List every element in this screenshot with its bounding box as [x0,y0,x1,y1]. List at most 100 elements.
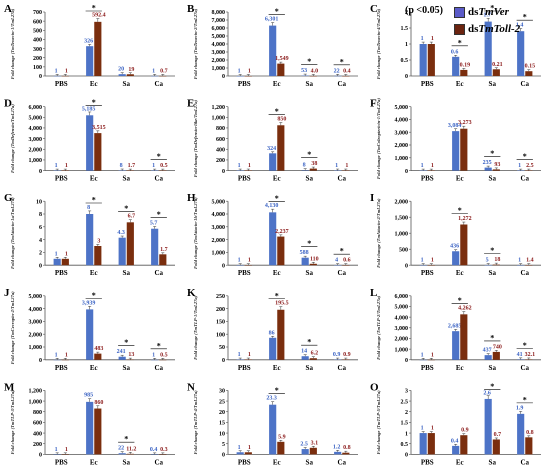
significance-star: * [458,296,462,305]
significance-star: * [523,152,527,161]
data-label: 588 [300,250,309,256]
data-label: 6.7 [128,214,136,220]
data-label: 1 [238,163,241,169]
data-label: 86 [269,330,275,336]
y-tick-label: 0 [222,453,225,459]
data-label: 22 [118,446,124,452]
x-tick-label: Ec [456,269,464,277]
bar [126,453,134,455]
y-tick-label: 150 [216,320,225,326]
bar [301,257,309,266]
bar [118,74,126,76]
data-label: 860 [94,400,103,406]
data-label: 0.3 [160,447,168,453]
x-tick-label: Ca [337,175,346,183]
bar [301,356,309,360]
y-tick-label: 200 [216,307,225,313]
data-label: 1 [65,251,68,257]
legend-label-dstmver: TmVer [478,6,509,18]
bar [484,167,492,171]
x-tick-label: Ca [154,364,163,372]
x-tick-label: PBS [238,80,251,88]
x-tick-label: Ec [273,269,281,277]
data-label: 5,185 [82,107,96,113]
y-tick-label: 1.5 [401,26,409,32]
y-tick-label: 400 [33,38,42,44]
y-tick-label: 25 [219,399,225,405]
data-label: 1 [152,352,155,358]
significance-star: * [458,206,462,215]
y-tick-label: 4,000 [395,118,409,124]
significance-star: * [92,98,96,107]
significance-star: * [157,341,161,350]
x-tick-label: Ec [456,364,464,372]
y-tick-label: 8 [39,212,42,218]
data-label: 2.6 [483,390,491,396]
bar [517,413,525,455]
data-label: 235 [483,160,492,166]
bar [452,251,460,266]
bar [452,445,460,455]
data-label: 0.15 [525,64,536,70]
x-tick-label: PBS [55,175,68,183]
data-label: 1.9 [516,405,524,411]
y-axis-label: Fold change (TmTLP-3/TmL27a) [10,390,15,455]
y-tick-label: 600 [33,421,42,427]
x-tick-label: Ec [273,364,281,372]
x-tick-label: Ca [520,269,529,277]
data-label: 1 [55,447,58,453]
y-tick-label: 3,000 [395,130,409,136]
y-tick-label: 4,000 [29,126,43,132]
significance-star: * [307,57,311,66]
y-tick-label: 200 [33,56,42,62]
data-label: 3,084 [448,123,462,129]
bar [525,437,533,455]
bar [492,264,500,266]
bar [86,46,94,76]
significance-star: * [490,4,494,13]
data-label: 8 [303,163,306,169]
data-label: 4 [335,258,338,264]
data-label: 6.2 [311,351,319,357]
bar [517,31,525,76]
data-label: 1 [55,251,58,257]
significance-star: * [275,194,279,203]
y-tick-label: 2 [39,251,42,257]
x-tick-label: Ec [456,458,464,466]
panel-letter: O [370,381,379,393]
bar [277,125,285,171]
y-tick-label: 400 [33,431,42,437]
panel-letter: G [4,192,13,204]
y-tick-label: 0 [39,74,42,80]
data-label: 0.19 [460,62,471,68]
significance-star: * [307,150,311,159]
data-label: 22 [334,68,340,74]
data-label: 19 [128,67,134,73]
data-label: 436 [450,244,459,250]
y-tick-label: 10 [219,431,225,437]
data-label: 1,549 [275,56,289,62]
data-label: 437 [483,348,492,354]
significance-star: * [124,435,128,444]
y-tick-label: 4 [39,238,42,244]
bar [419,44,427,76]
y-tick-label: 0 [222,358,225,364]
y-axis-label: Fold change (TmTLP-5/TmL27a) [376,390,381,455]
y-tick-label: 2,000 [212,238,226,244]
bar [484,355,492,360]
bar [484,398,492,455]
y-tick-label: 2 [405,410,408,416]
data-label: 20 [118,67,124,73]
y-tick-label: 6,000 [29,105,43,111]
y-axis-label: Fold change (TmTenecin-1/TmL27a) [10,8,15,79]
data-label: 2,685 [448,323,462,329]
data-label: 3,515 [92,125,106,131]
data-label: 0.8 [343,445,351,451]
data-label: 5 [486,258,489,264]
bar [460,435,468,455]
y-tick-label: 1,000 [29,158,43,164]
legend-prefix-dstmver: ds [468,6,479,18]
bar [277,236,285,266]
